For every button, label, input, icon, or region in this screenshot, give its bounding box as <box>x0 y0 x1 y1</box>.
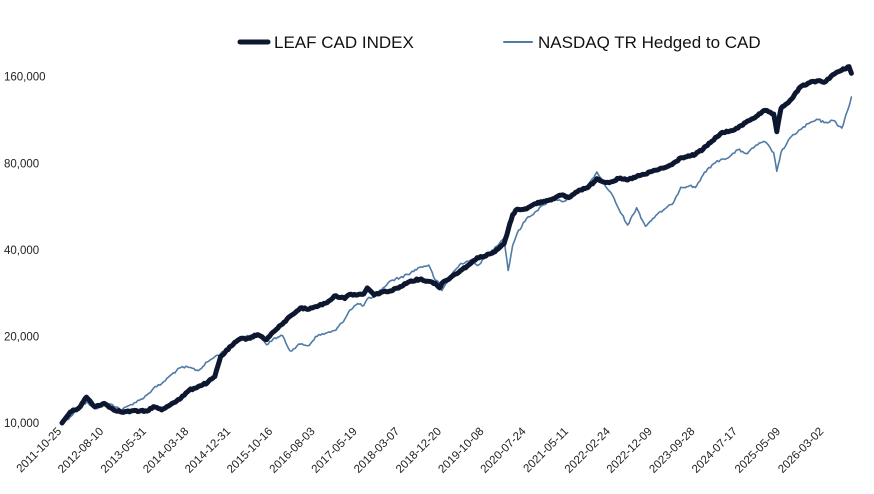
y-tick-label: 80,000 <box>4 158 39 170</box>
series-layer <box>59 64 854 426</box>
x-tick-label: 2020-07-24 <box>479 425 530 476</box>
chart-legend: LEAF CAD INDEX NASDAQ TR Hedged to CAD <box>237 33 761 52</box>
legend-label: NASDAQ TR Hedged to CAD <box>538 33 761 52</box>
y-tick-label: 40,000 <box>4 245 39 257</box>
x-tick-label: 2026-03-02 <box>776 426 826 476</box>
x-tick-label: 2025-05-09 <box>733 426 783 476</box>
x-axis: 2011-10-252012-08-102013-05-312014-03-18… <box>15 425 827 476</box>
x-tick-label: 2024-07-17 <box>690 426 740 476</box>
series-line-leaf-cad-index <box>59 64 854 426</box>
y-tick-label: 10,000 <box>4 418 39 430</box>
legend-label: LEAF CAD INDEX <box>274 33 414 52</box>
y-tick-label: 160,000 <box>4 72 46 84</box>
y-axis: 10,000 20,000 40,000 80,000 160,000 <box>4 72 46 430</box>
series-line-nasdaq-tr-hedged-to-cad <box>61 96 853 424</box>
y-tick-label: 20,000 <box>4 331 39 343</box>
